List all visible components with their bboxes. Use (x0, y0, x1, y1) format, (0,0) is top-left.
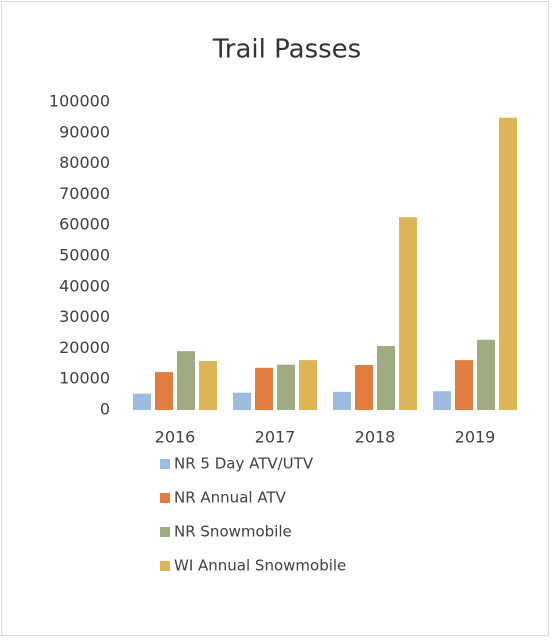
x-tick-label: 2017 (255, 428, 296, 447)
legend-swatch (160, 527, 170, 537)
bar (233, 392, 251, 410)
y-tick-label: 50000 (59, 246, 110, 265)
y-tick-label: 100000 (49, 92, 110, 111)
bar (377, 345, 395, 410)
bar (399, 217, 417, 410)
bar (433, 391, 451, 410)
bar (299, 360, 317, 410)
legend-label: NR Snowmobile (174, 523, 292, 541)
y-tick-label: 10000 (59, 369, 110, 388)
bar (477, 339, 495, 410)
bar (277, 364, 295, 410)
legend-swatch (160, 459, 170, 469)
y-tick-label: 70000 (59, 184, 110, 203)
y-tick-label: 20000 (59, 338, 110, 357)
bar (333, 391, 351, 410)
bar (499, 117, 517, 410)
legend-label: NR 5 Day ATV/UTV (174, 455, 314, 473)
bar (177, 351, 195, 410)
y-tick-label: 0 (100, 400, 110, 419)
legend-swatch (160, 493, 170, 503)
bar (155, 372, 173, 410)
bar (455, 360, 473, 410)
y-tick-label: 80000 (59, 153, 110, 172)
x-tick-label: 2018 (355, 428, 396, 447)
chart-title: Trail Passes (212, 35, 361, 65)
bar (355, 365, 373, 410)
bar (199, 361, 217, 410)
bar (255, 367, 273, 410)
legend-swatch (160, 561, 170, 571)
x-tick-label: 2016 (155, 428, 196, 447)
legend-label: WI Annual Snowmobile (174, 557, 346, 575)
chart-border (1, 1, 549, 636)
y-tick-label: 40000 (59, 276, 110, 295)
bar (133, 393, 151, 410)
legend-label: NR Annual ATV (174, 489, 287, 507)
x-tick-label: 2019 (455, 428, 496, 447)
y-tick-label: 30000 (59, 307, 110, 326)
y-tick-label: 60000 (59, 215, 110, 234)
y-tick-label: 90000 (59, 122, 110, 141)
